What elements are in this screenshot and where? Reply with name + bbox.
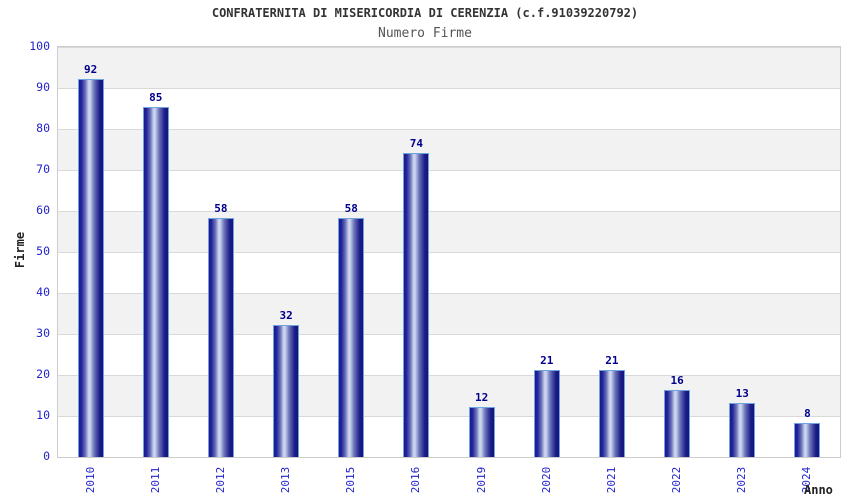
x-tick-label-2023: 2023	[735, 466, 749, 494]
y-tick-label-60: 60	[36, 203, 50, 217]
x-tick-label-2012: 2012	[213, 466, 227, 494]
bar-2019	[468, 407, 495, 457]
bar-2023	[729, 403, 756, 457]
bar-value-label: 21	[605, 354, 619, 367]
bar-value-label: 13	[735, 387, 749, 400]
y-tick-label-40: 40	[36, 285, 50, 299]
x-tick-label-2011: 2011	[148, 466, 162, 494]
plot-area: 92 85 58 32 58 74 12 21 21 16 13 8	[57, 46, 841, 458]
chart-title: CONFRATERNITA DI MISERICORDIA DI CERENZI…	[211, 6, 639, 20]
bar-value-label: 74	[409, 137, 424, 150]
x-tick-label-2013: 2013	[279, 466, 293, 494]
bar-value-label: 58	[344, 202, 358, 215]
y-tick-label-50: 50	[36, 244, 50, 258]
bar-2012	[207, 218, 234, 457]
bar-value-label: 8	[804, 407, 811, 420]
bar-2022	[664, 390, 691, 457]
bar-value-label: 21	[540, 354, 554, 367]
x-axis-title: Anno	[804, 483, 833, 497]
x-tick-label-2016: 2016	[409, 466, 423, 494]
bar-2021	[598, 370, 625, 457]
y-tick-label-10: 10	[36, 408, 50, 422]
y-tick-label-0: 0	[43, 449, 50, 463]
y-tick-label-70: 70	[36, 162, 50, 176]
bar-2011	[142, 107, 169, 457]
bar-value-label: 85	[149, 91, 163, 104]
bar-2016	[403, 153, 430, 457]
bar-2010	[77, 79, 104, 457]
x-tick-label-2022: 2022	[670, 466, 684, 494]
x-tick-label-2015: 2015	[344, 466, 358, 494]
x-tick-label-2010: 2010	[83, 466, 97, 494]
x-tick-label-2019: 2019	[474, 466, 488, 494]
bar-2015	[338, 218, 365, 457]
x-tick-label-2020: 2020	[539, 466, 553, 494]
bar-value-label: 58	[214, 202, 228, 215]
bar-value-label: 16	[670, 374, 684, 387]
x-tick-label-2021: 2021	[604, 466, 618, 494]
bar-2024	[794, 423, 821, 457]
bar-value-label: 92	[83, 63, 98, 76]
y-tick-label-30: 30	[36, 326, 50, 340]
bar-value-label: 32	[279, 309, 293, 322]
bar-2013	[273, 325, 300, 457]
y-tick-label-20: 20	[36, 367, 50, 381]
y-tick-label-80: 80	[36, 121, 50, 135]
chart-subtitle: Numero Firme	[378, 26, 472, 41]
bar-value-label: 12	[474, 391, 489, 404]
y-tick-label-90: 90	[36, 80, 50, 94]
bar-2020	[533, 370, 560, 457]
y-tick-label-100: 100	[29, 39, 50, 53]
